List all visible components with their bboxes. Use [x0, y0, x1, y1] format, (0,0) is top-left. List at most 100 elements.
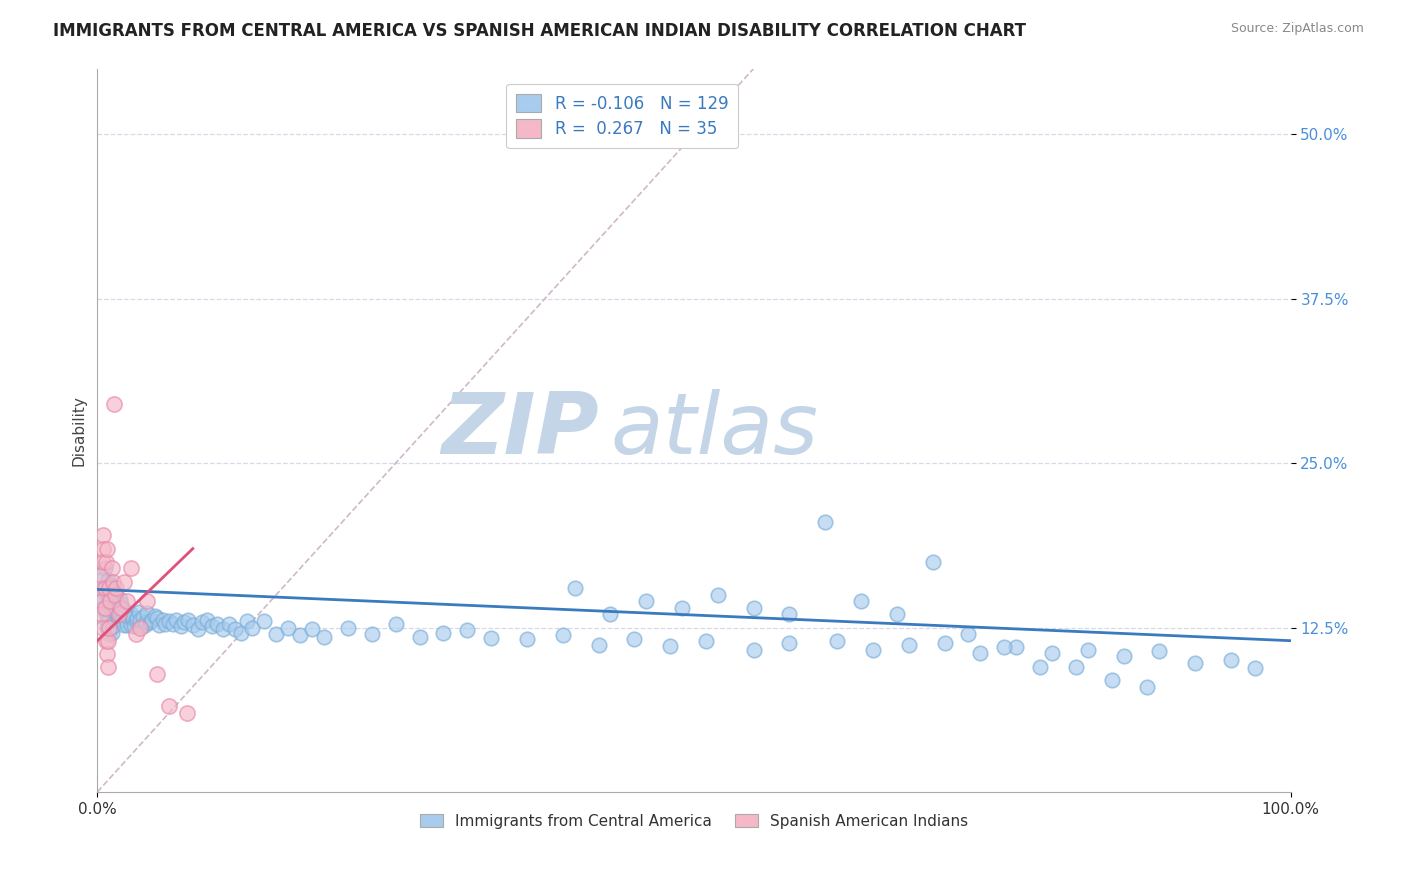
Point	[96, 614, 118, 628]
Point	[301, 622, 323, 636]
Point	[814, 516, 837, 530]
Point	[91, 541, 114, 556]
Point	[94, 555, 117, 569]
Point	[897, 638, 920, 652]
Point	[134, 618, 156, 632]
Point	[384, 616, 406, 631]
Point	[91, 600, 114, 615]
Text: Source: ZipAtlas.com: Source: ZipAtlas.com	[1230, 22, 1364, 36]
Point	[120, 618, 142, 632]
Point	[101, 599, 124, 614]
Point	[128, 605, 150, 619]
Point	[91, 555, 114, 569]
Point	[96, 541, 118, 556]
Point	[125, 611, 148, 625]
Point	[695, 633, 717, 648]
Point	[1064, 660, 1087, 674]
Point	[242, 621, 264, 635]
Point	[112, 574, 135, 589]
Point	[235, 614, 257, 628]
Point	[1219, 653, 1241, 667]
Point	[100, 606, 122, 620]
Point	[157, 614, 180, 628]
Point	[849, 594, 872, 608]
Point	[1040, 646, 1063, 660]
Point	[479, 631, 502, 645]
Point	[101, 619, 124, 633]
Text: atlas: atlas	[610, 389, 818, 472]
Point	[91, 594, 114, 608]
Point	[742, 600, 765, 615]
Point	[97, 593, 120, 607]
Point	[886, 607, 908, 622]
Point	[115, 594, 138, 608]
Point	[1112, 649, 1135, 664]
Point	[124, 613, 146, 627]
Point	[155, 616, 177, 631]
Point	[551, 628, 574, 642]
Point	[432, 625, 454, 640]
Point	[108, 591, 131, 606]
Point	[98, 611, 121, 625]
Point	[122, 611, 145, 625]
Point	[1029, 660, 1052, 674]
Point	[162, 616, 184, 631]
Point	[103, 613, 125, 627]
Point	[118, 606, 141, 620]
Y-axis label: Disability: Disability	[72, 395, 86, 466]
Point	[117, 610, 139, 624]
Point	[110, 605, 132, 619]
Point	[290, 628, 312, 642]
Point	[1101, 673, 1123, 688]
Point	[107, 611, 129, 625]
Point	[105, 606, 128, 620]
Point	[157, 699, 180, 714]
Point	[1149, 644, 1171, 658]
Point	[91, 621, 114, 635]
Point	[93, 581, 115, 595]
Point	[101, 574, 124, 589]
Point	[112, 603, 135, 617]
Point	[456, 623, 478, 637]
Point	[98, 581, 121, 595]
Point	[135, 615, 157, 630]
Point	[277, 621, 299, 635]
Point	[100, 561, 122, 575]
Point	[104, 588, 127, 602]
Point	[201, 619, 224, 633]
Point	[187, 622, 209, 636]
Point	[229, 625, 252, 640]
Point	[195, 613, 218, 627]
Point	[146, 666, 169, 681]
Point	[224, 622, 246, 636]
Point	[91, 591, 114, 605]
Point	[778, 636, 800, 650]
Point	[181, 618, 204, 632]
Point	[105, 581, 128, 595]
Point	[191, 615, 214, 630]
Point	[1243, 661, 1265, 675]
Text: IMMIGRANTS FROM CENTRAL AMERICA VS SPANISH AMERICAN INDIAN DISABILITY CORRELATIO: IMMIGRANTS FROM CENTRAL AMERICA VS SPANI…	[53, 22, 1026, 40]
Point	[211, 622, 233, 636]
Point	[110, 600, 132, 615]
Point	[360, 627, 382, 641]
Point	[176, 706, 198, 720]
Point	[124, 627, 146, 641]
Point	[516, 632, 538, 647]
Point	[98, 597, 121, 611]
Point	[100, 625, 122, 640]
Point	[104, 585, 127, 599]
Point	[89, 581, 111, 595]
Point	[408, 630, 430, 644]
Point	[94, 585, 117, 599]
Point	[97, 573, 120, 587]
Point	[173, 615, 195, 630]
Point	[98, 621, 121, 635]
Point	[969, 646, 991, 660]
Point	[934, 636, 956, 650]
Point	[1136, 680, 1159, 694]
Point	[253, 614, 276, 628]
Point	[599, 607, 621, 622]
Point	[96, 647, 118, 661]
Point	[1184, 656, 1206, 670]
